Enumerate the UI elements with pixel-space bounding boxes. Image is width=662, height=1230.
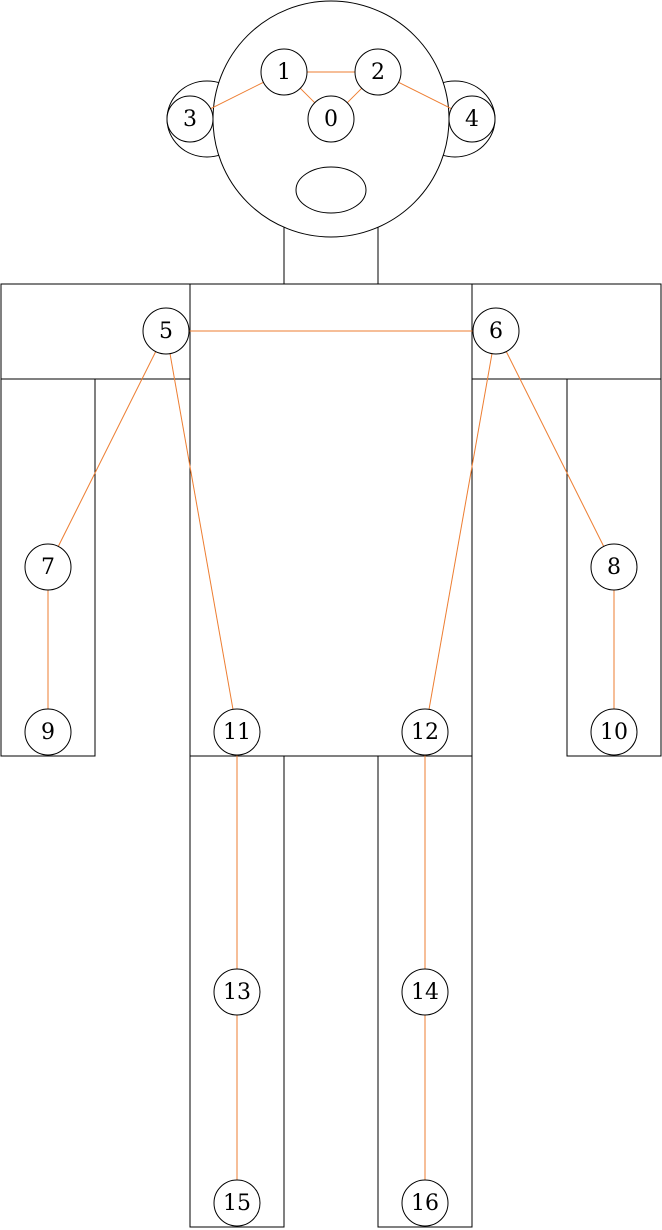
keypoint-label: 5 bbox=[159, 319, 173, 344]
keypoint-4: 4 bbox=[448, 95, 496, 143]
keypoint-label: 14 bbox=[411, 980, 439, 1005]
keypoint-circle bbox=[401, 708, 449, 756]
keypoint-label: 13 bbox=[223, 980, 251, 1005]
keypoint-circle bbox=[213, 1179, 261, 1227]
bone-1-0 bbox=[299, 87, 316, 104]
keypoint-2: 2 bbox=[354, 48, 402, 96]
keypoint-6: 6 bbox=[472, 307, 520, 355]
keypoint-9: 9 bbox=[24, 708, 72, 756]
keypoint-15: 15 bbox=[213, 1179, 261, 1227]
keypoint-label: 1 bbox=[277, 60, 291, 85]
bone-2-4 bbox=[398, 81, 452, 110]
keypoint-label: 4 bbox=[465, 107, 479, 132]
keypoint-circle bbox=[448, 95, 496, 143]
keypoint-circle bbox=[260, 48, 308, 96]
keypoint-circle bbox=[472, 307, 520, 355]
bone-5-7 bbox=[57, 351, 157, 547]
keypoint-circle bbox=[213, 708, 261, 756]
keypoint-circle bbox=[354, 48, 402, 96]
mouth bbox=[295, 166, 367, 214]
keypoint-circle bbox=[24, 543, 72, 591]
keypoint-1: 1 bbox=[260, 48, 308, 96]
keypoint-0: 0 bbox=[307, 95, 355, 143]
keypoint-circle bbox=[24, 708, 72, 756]
keypoint-14: 14 bbox=[401, 968, 449, 1016]
bone-5-11 bbox=[169, 353, 234, 710]
keypoint-circle bbox=[590, 543, 638, 591]
keypoint-circle bbox=[590, 708, 638, 756]
keypoint-circle bbox=[166, 95, 214, 143]
keypoint-circle bbox=[401, 1179, 449, 1227]
keypoint-11: 11 bbox=[213, 708, 261, 756]
keypoint-3: 3 bbox=[166, 95, 214, 143]
bone-1-3 bbox=[210, 81, 264, 110]
keypoint-label: 2 bbox=[371, 60, 385, 85]
keypoint-label: 6 bbox=[489, 319, 503, 344]
skeleton-connections bbox=[47, 71, 615, 1180]
keypoint-label: 8 bbox=[607, 555, 621, 580]
keypoint-label: 7 bbox=[41, 555, 55, 580]
bone-6-12 bbox=[428, 353, 493, 710]
keypoint-circle bbox=[401, 968, 449, 1016]
keypoint-13: 13 bbox=[213, 968, 261, 1016]
keypoint-label: 15 bbox=[223, 1191, 251, 1216]
keypoint-label: 9 bbox=[41, 720, 55, 745]
keypoint-label: 12 bbox=[411, 720, 439, 745]
keypoint-circle bbox=[142, 307, 190, 355]
keypoint-12: 12 bbox=[401, 708, 449, 756]
keypoint-label: 0 bbox=[324, 107, 338, 132]
keypoint-label: 11 bbox=[223, 720, 251, 745]
bone-2-0 bbox=[346, 87, 363, 104]
keypoint-5: 5 bbox=[142, 307, 190, 355]
keypoint-7: 7 bbox=[24, 543, 72, 591]
keypoint-label: 10 bbox=[600, 720, 628, 745]
torso bbox=[189, 283, 473, 757]
keypoint-10: 10 bbox=[590, 708, 638, 756]
keypoint-label: 3 bbox=[183, 107, 197, 132]
keypoint-label: 16 bbox=[411, 1191, 439, 1216]
keypoint-8: 8 bbox=[590, 543, 638, 591]
keypoint-circle bbox=[213, 968, 261, 1016]
keypoint-circle bbox=[307, 95, 355, 143]
bone-6-8 bbox=[505, 351, 605, 547]
keypoint-16: 16 bbox=[401, 1179, 449, 1227]
